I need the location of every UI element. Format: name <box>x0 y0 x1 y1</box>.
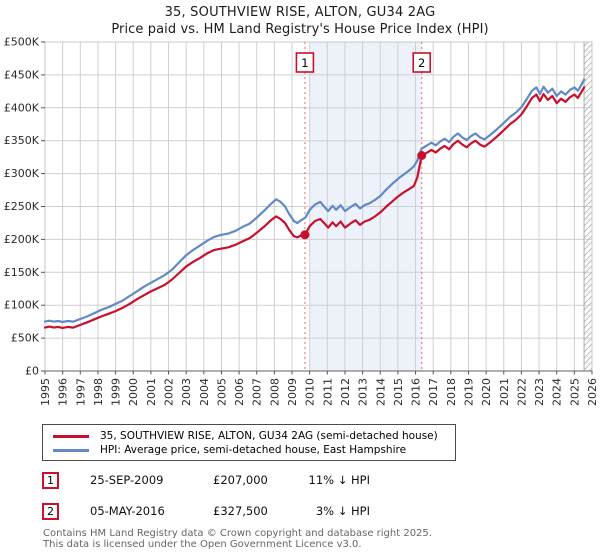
x-tick-label: 2023 <box>533 378 546 406</box>
sale-2-date: 05-MAY-2016 <box>90 504 165 518</box>
property-price-line <box>43 86 586 329</box>
x-tick-label: 2021 <box>498 378 511 406</box>
property-line-swatch <box>53 434 89 438</box>
transaction-row-2: 2 05-MAY-2016 £327,500 3% ↓ HPI <box>42 503 442 522</box>
sale-point-dot <box>300 230 310 240</box>
future-hatch-region <box>584 42 592 371</box>
x-tick-label: 2014 <box>374 378 387 406</box>
x-tick-label: 1999 <box>110 378 123 406</box>
x-tick-label: 2022 <box>515 378 528 406</box>
sale-marker-box <box>412 52 432 73</box>
x-axis-labels: 1995 1996 1997 1998 1999 2000 2001 2002 2003 2004… <box>39 371 599 406</box>
sale-point-dot <box>417 151 427 161</box>
y-tick-label: £400K <box>4 101 40 114</box>
x-tick-label: 2025 <box>568 378 581 406</box>
x-tick-label: 2005 <box>215 378 228 406</box>
x-tick-label: 2015 <box>392 378 405 406</box>
chart-legend: 35, SOUTHVIEW RISE, ALTON, GU34 2AG (sem… <box>42 424 456 461</box>
y-tick-label: £50K <box>11 332 40 345</box>
y-tick-label: £350K <box>4 134 40 147</box>
x-tick-label: 2011 <box>321 378 334 406</box>
transaction-row-1: 1 25-SEP-2009 £207,000 11% ↓ HPI <box>42 472 442 491</box>
x-tick-label: 2002 <box>163 378 176 406</box>
x-tick-label: 2012 <box>339 378 352 406</box>
x-tick-label: 2020 <box>480 378 493 406</box>
y-tick-label: £500K <box>4 36 40 49</box>
x-tick-label: 1995 <box>39 378 52 406</box>
x-tick-label: 2010 <box>304 378 317 406</box>
x-tick-label: 1997 <box>74 378 87 406</box>
page-subtitle: Price paid vs. HM Land Registry's House … <box>111 22 489 37</box>
x-tick-label: 2008 <box>268 378 281 406</box>
y-tick-label: £100K <box>4 299 40 312</box>
sale-marker-number: 2 <box>418 56 425 70</box>
legend-item-property: 35, SOUTHVIEW RISE, ALTON, GU34 2AG (sem… <box>43 429 455 443</box>
hpi-line-swatch <box>53 448 89 452</box>
sale-marker-number: 1 <box>301 56 308 70</box>
sale-1-marker-badge: 1 <box>42 472 59 489</box>
copyright-line: Contains HM Land Registry data © Crown c… <box>43 528 432 539</box>
legend-item-hpi: HPI: Average price, semi-detached house,… <box>43 443 455 457</box>
y-tick-label: £0 <box>25 365 39 378</box>
sale-1-price: £207,000 <box>213 473 268 487</box>
sale-2-hpi-delta: 3% ↓ HPI <box>315 504 370 518</box>
x-tick-label: 2004 <box>198 378 211 406</box>
page-title: 35, SOUTHVIEW RISE, ALTON, GU34 2AG <box>164 5 436 20</box>
x-tick-label: 2009 <box>286 378 299 406</box>
price-history-chart: £0 £50K £100K £150K £200K £250K £300K £350K £400… <box>4 36 599 407</box>
x-tick-label: 2000 <box>127 378 140 406</box>
sale-1-hpi-delta: 11% ↓ HPI <box>308 473 370 487</box>
x-tick-label: 2026 <box>586 378 599 406</box>
x-tick-label: 2013 <box>357 378 370 406</box>
licence-line: This data is licensed under the Open Gov… <box>43 539 362 550</box>
y-tick-label: £250K <box>4 200 40 213</box>
legend-label-property: 35, SOUTHVIEW RISE, ALTON, GU34 2AG (sem… <box>100 430 438 442</box>
x-tick-label: 2006 <box>233 378 246 406</box>
y-tick-label: £150K <box>4 266 40 279</box>
sale-2-marker-badge: 2 <box>42 503 59 520</box>
x-tick-label: 2024 <box>551 378 564 406</box>
y-tick-label: £450K <box>4 68 40 81</box>
hpi-line <box>43 78 586 324</box>
x-tick-label: 2016 <box>410 378 423 406</box>
sale-marker-box <box>295 52 315 73</box>
legend-label-hpi: HPI: Average price, semi-detached house,… <box>100 444 407 456</box>
sale-2-price: £327,500 <box>213 504 268 518</box>
x-tick-label: 2019 <box>462 378 475 406</box>
y-tick-label: £300K <box>4 167 40 180</box>
x-tick-label: 2018 <box>445 378 458 406</box>
y-tick-label: £200K <box>4 233 40 246</box>
x-tick-label: 2001 <box>145 378 158 406</box>
x-tick-label: 2007 <box>251 378 264 406</box>
x-tick-label: 2003 <box>180 378 193 406</box>
sale-1-date: 25-SEP-2009 <box>90 473 164 487</box>
x-tick-label: 2017 <box>427 378 440 406</box>
x-tick-label: 1996 <box>57 378 70 406</box>
x-tick-label: 1998 <box>92 378 105 406</box>
y-axis-labels: £0 £50K £100K £150K £200K £250K £300K £350K £400… <box>4 36 45 378</box>
